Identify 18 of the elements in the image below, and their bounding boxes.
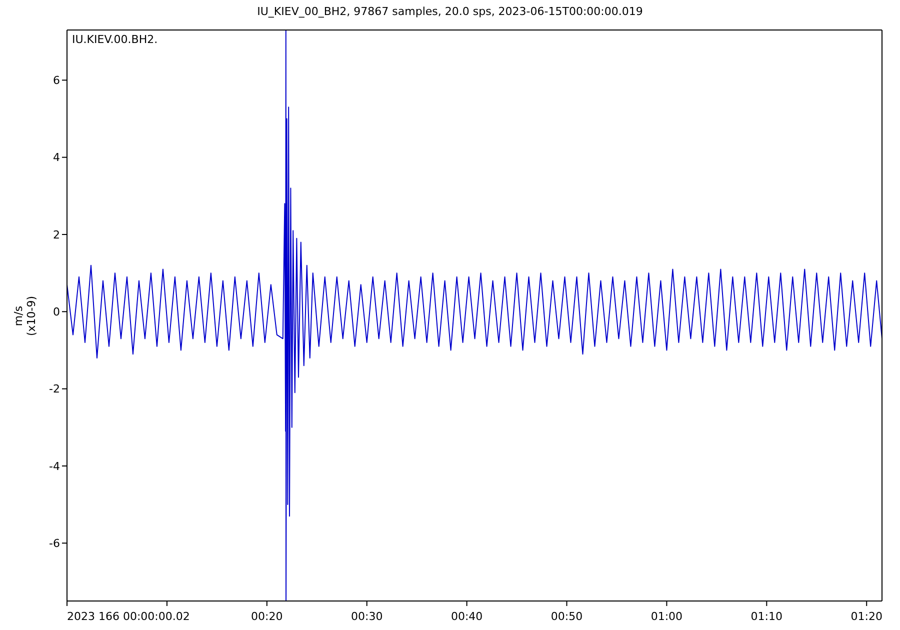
x-tick-label: 01:20	[850, 610, 882, 623]
y-tick-label: 4	[53, 151, 60, 164]
x-tick-label: 00:30	[351, 610, 383, 623]
x-tick-label: 00:50	[550, 610, 583, 623]
x-tick-label: 00:40	[450, 610, 483, 623]
x-tick-label: 2023 166 00:00:00.02	[67, 610, 190, 623]
y-tick-label: 6	[53, 74, 60, 88]
x-tick-label: 01:00	[650, 610, 683, 623]
annotation: IU.KIEV.00.BH2.	[72, 33, 158, 46]
y-tick-label: 2	[53, 228, 60, 242]
y-tick-label: 0	[53, 306, 60, 319]
x-tick-label: 00:20	[251, 610, 283, 623]
y-tick-label: -4	[49, 460, 60, 473]
y-axis-title: m/s (x10-9)	[12, 296, 38, 336]
chart-title: IU_KIEV_00_BH2, 97867 samples, 20.0 sps, 2023-06-15T00:00:00.019	[257, 5, 643, 18]
y-tick-label: -6	[49, 537, 60, 550]
y-tick-label: -2	[49, 382, 60, 396]
x-tick-label: 01:10	[750, 610, 783, 623]
